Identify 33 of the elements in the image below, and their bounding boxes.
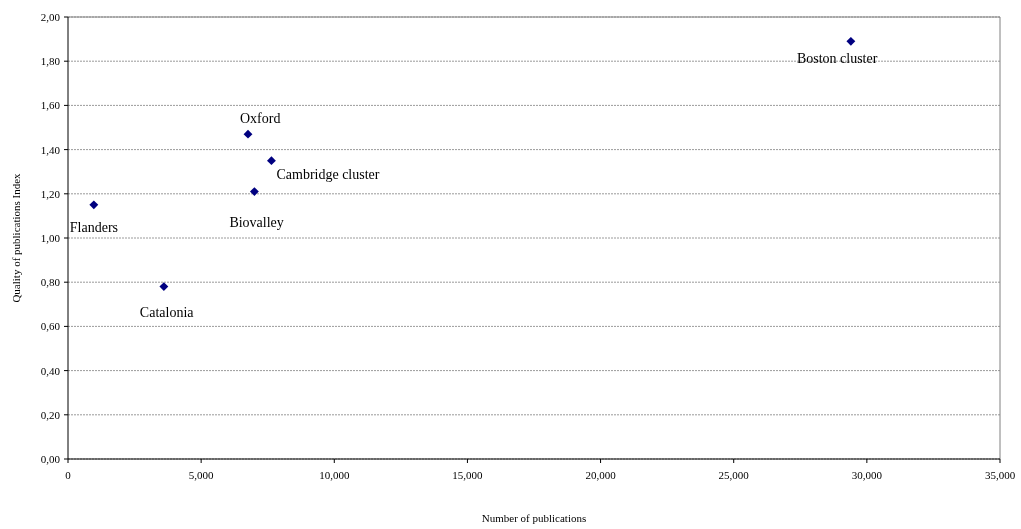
point xyxy=(846,36,856,46)
x-tick-label: 5,000 xyxy=(188,469,215,481)
point xyxy=(89,200,99,210)
y-tick-label: 0,60 xyxy=(40,320,61,333)
point xyxy=(267,156,276,166)
x-tick-label: 30,000 xyxy=(851,469,883,481)
annotation: Catalonia xyxy=(139,304,195,320)
x-tick-label: 15,000 xyxy=(452,469,484,481)
y-tick-label: 0,20 xyxy=(40,408,61,421)
y-tick-label: 1,80 xyxy=(40,55,61,68)
y-tick-label: 2,00 xyxy=(40,11,61,23)
annotation: Biovalley xyxy=(229,214,284,230)
y-tick-label: 1,00 xyxy=(40,232,61,244)
point xyxy=(159,282,169,292)
y-tick-label: 0,40 xyxy=(40,364,61,377)
x-tick-label: 0 xyxy=(65,469,72,481)
annotation: Cambridge cluster xyxy=(276,166,380,182)
annotation: Flanders xyxy=(69,219,119,235)
y-tick-label: 0,00 xyxy=(40,453,61,465)
point xyxy=(249,187,259,197)
x-tick-label: 20,000 xyxy=(585,469,617,481)
y-tick-label: 0,80 xyxy=(40,276,61,289)
point xyxy=(243,129,253,139)
y-tick-label: 1,40 xyxy=(40,143,61,156)
annotation: Oxford xyxy=(240,111,281,127)
y-axis-title: Quality of publications Index xyxy=(10,172,22,303)
x-tick-label: 10,000 xyxy=(319,469,350,481)
annotation: Boston cluster xyxy=(796,51,878,67)
y-tick-label: 1,60 xyxy=(40,99,61,112)
x-tick-label: 35,000 xyxy=(984,469,1016,481)
x-axis-title: Number of publications xyxy=(481,512,587,524)
y-tick-label: 1,20 xyxy=(40,187,61,200)
x-tick-label: 25,000 xyxy=(718,469,750,481)
